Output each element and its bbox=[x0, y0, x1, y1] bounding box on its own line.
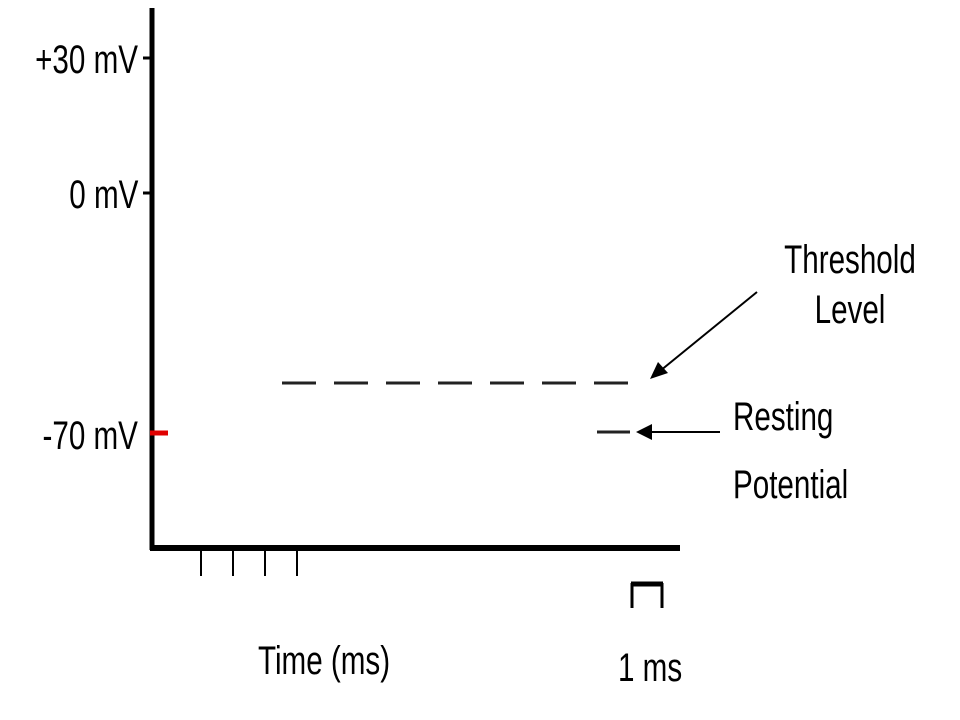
y-tick-label-plus30: +30 mV bbox=[35, 38, 138, 82]
scale-bar-1ms bbox=[630, 581, 664, 608]
threshold-arrow-shaft bbox=[659, 291, 758, 372]
threshold-label-line1: Threshold bbox=[784, 238, 916, 282]
x-minor-ticks bbox=[200, 550, 298, 576]
x-axis-label: Time (ms) bbox=[258, 639, 391, 683]
threshold-label-line2: Level bbox=[814, 288, 886, 332]
y-tick-label-minus70: -70 mV bbox=[42, 414, 138, 458]
resting-label-line2: Potential bbox=[733, 463, 849, 507]
threshold-arrowhead bbox=[650, 362, 668, 379]
y-tick-label-zero: 0 mV bbox=[68, 173, 138, 217]
scale-bar-label: 1 ms bbox=[618, 646, 683, 690]
resting-label-line1: Resting bbox=[733, 395, 834, 439]
resting-arrowhead bbox=[636, 424, 652, 440]
